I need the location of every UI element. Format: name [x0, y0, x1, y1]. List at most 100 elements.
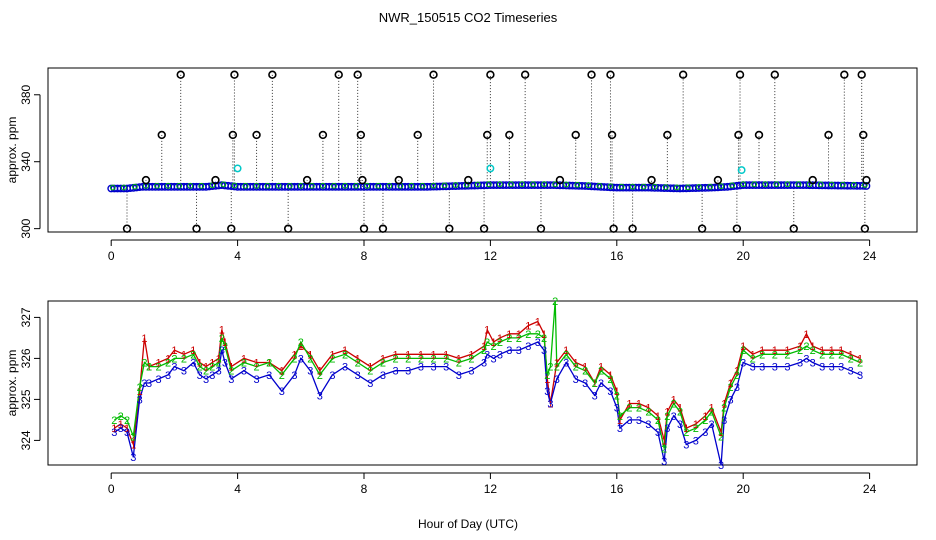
- series-marker-3: 3: [298, 353, 304, 365]
- series-marker-2: 2: [266, 358, 272, 370]
- y-tick-label: 300: [19, 218, 33, 238]
- series-marker-1: 1: [693, 419, 699, 431]
- series-marker-3: 3: [592, 390, 598, 402]
- series-marker-2: 2: [393, 353, 399, 365]
- series-marker-1: 1: [393, 349, 399, 361]
- series-marker-2: 2: [216, 358, 222, 370]
- baseline-point-green: [707, 183, 713, 190]
- series-marker-3: 3: [727, 394, 733, 406]
- series-marker-2: 2: [614, 390, 620, 402]
- baseline-point-green: [662, 184, 669, 191]
- series-marker-3: 3: [829, 362, 835, 374]
- series-marker-2: 2: [317, 370, 323, 382]
- series-marker-2: 2: [279, 370, 285, 382]
- series-marker-2: 2: [857, 358, 863, 370]
- series-marker-2: 2: [797, 345, 803, 357]
- series-marker-2: 2: [573, 362, 579, 374]
- outlier-point: [789, 224, 798, 233]
- series-marker-1: 1: [124, 423, 130, 435]
- outlier-point: [859, 130, 868, 140]
- baseline-point-green: [762, 181, 769, 188]
- x-tick-label: 24: [863, 249, 877, 263]
- series-marker-1: 1: [614, 386, 620, 398]
- series-marker-1: 1: [535, 317, 541, 329]
- baseline-point-green: [408, 182, 415, 189]
- outlier-point: [141, 175, 151, 185]
- series-marker-2: 2: [677, 407, 683, 419]
- series-marker-1: 1: [209, 358, 215, 370]
- series-marker-3: 3: [430, 362, 436, 374]
- series-marker-2: 2: [516, 333, 522, 345]
- series-marker-3: 3: [216, 366, 222, 378]
- outlier-point: [520, 70, 530, 79]
- series-marker-1: 1: [784, 345, 790, 357]
- series-marker-2: 2: [819, 349, 825, 361]
- top-panel-axes: 0 4 8 12 16 20 24 300 340 380: [19, 84, 877, 263]
- series-marker-3: 3: [750, 362, 756, 374]
- series-marker-2: 2: [137, 382, 143, 394]
- outlier-point: [445, 224, 454, 233]
- series-marker-2: 2: [291, 353, 297, 365]
- series-marker-2: 2: [253, 362, 259, 374]
- series-marker-2: 2: [552, 296, 558, 308]
- baseline-point-green: [519, 181, 525, 188]
- baseline-point-green: [596, 182, 603, 189]
- series-marker-3: 3: [547, 399, 553, 411]
- series-marker-1: 1: [554, 358, 560, 370]
- series-marker-1: 1: [490, 337, 496, 349]
- outlier-point: [483, 130, 492, 140]
- baseline-point-green: [231, 182, 238, 189]
- series-marker-3: 3: [525, 341, 531, 353]
- series-marker-2: 2: [111, 415, 117, 427]
- series-marker-3: 3: [541, 345, 547, 357]
- series-marker-2: 2: [683, 427, 689, 439]
- series-marker-1: 1: [544, 374, 550, 386]
- series-marker-3: 3: [645, 419, 651, 431]
- series-marker-2: 2: [541, 333, 547, 345]
- baseline-point-green: [552, 181, 559, 188]
- series-marker-1: 1: [443, 349, 449, 361]
- outlier-point: [378, 224, 388, 233]
- series-marker-1: 1: [137, 386, 143, 398]
- series-marker-1: 1: [516, 329, 522, 341]
- series-marker-1: 1: [598, 362, 604, 374]
- cyan-point: [737, 166, 746, 175]
- series-marker-1: 1: [266, 358, 272, 370]
- x-tick-label: 16: [610, 249, 624, 263]
- series-marker-2: 2: [554, 362, 560, 374]
- series-marker-2: 2: [721, 403, 727, 415]
- series-marker-1: 1: [592, 378, 598, 390]
- series-marker-1: 1: [661, 435, 667, 447]
- outlier-point: [735, 70, 745, 79]
- series-marker-3: 3: [772, 362, 778, 374]
- series-marker-3: 3: [573, 374, 579, 386]
- outlier-point: [647, 175, 656, 185]
- series-marker-2: 2: [740, 345, 746, 357]
- series-marker-1: 1: [197, 358, 203, 370]
- series-marker-1: 1: [740, 341, 746, 353]
- series-marker-3: 3: [171, 362, 177, 374]
- bottom-panel-frame: [47, 300, 918, 466]
- series-marker-1: 1: [607, 370, 613, 382]
- y-tick-label: 380: [19, 84, 33, 104]
- y-tick-label: 326: [19, 348, 33, 368]
- series-marker-1: 1: [456, 353, 462, 365]
- baseline-point-green: [718, 183, 724, 190]
- outlier-point: [860, 224, 870, 233]
- series-marker-3: 3: [702, 427, 708, 439]
- series-marker-1: 1: [130, 440, 136, 452]
- baseline-point-green: [220, 181, 227, 188]
- series-marker-1: 1: [803, 329, 809, 341]
- outlier-point: [628, 224, 637, 233]
- baseline-point-green: [364, 182, 371, 189]
- series-marker-3: 3: [367, 378, 373, 390]
- series-marker-2: 2: [430, 353, 436, 365]
- outlier-point: [394, 175, 403, 185]
- series-marker-1: 1: [655, 411, 661, 423]
- series-marker-1: 1: [118, 419, 124, 431]
- series-marker-1: 1: [857, 353, 863, 365]
- baseline-point-green: [485, 181, 492, 188]
- series-marker-3: 3: [677, 419, 683, 431]
